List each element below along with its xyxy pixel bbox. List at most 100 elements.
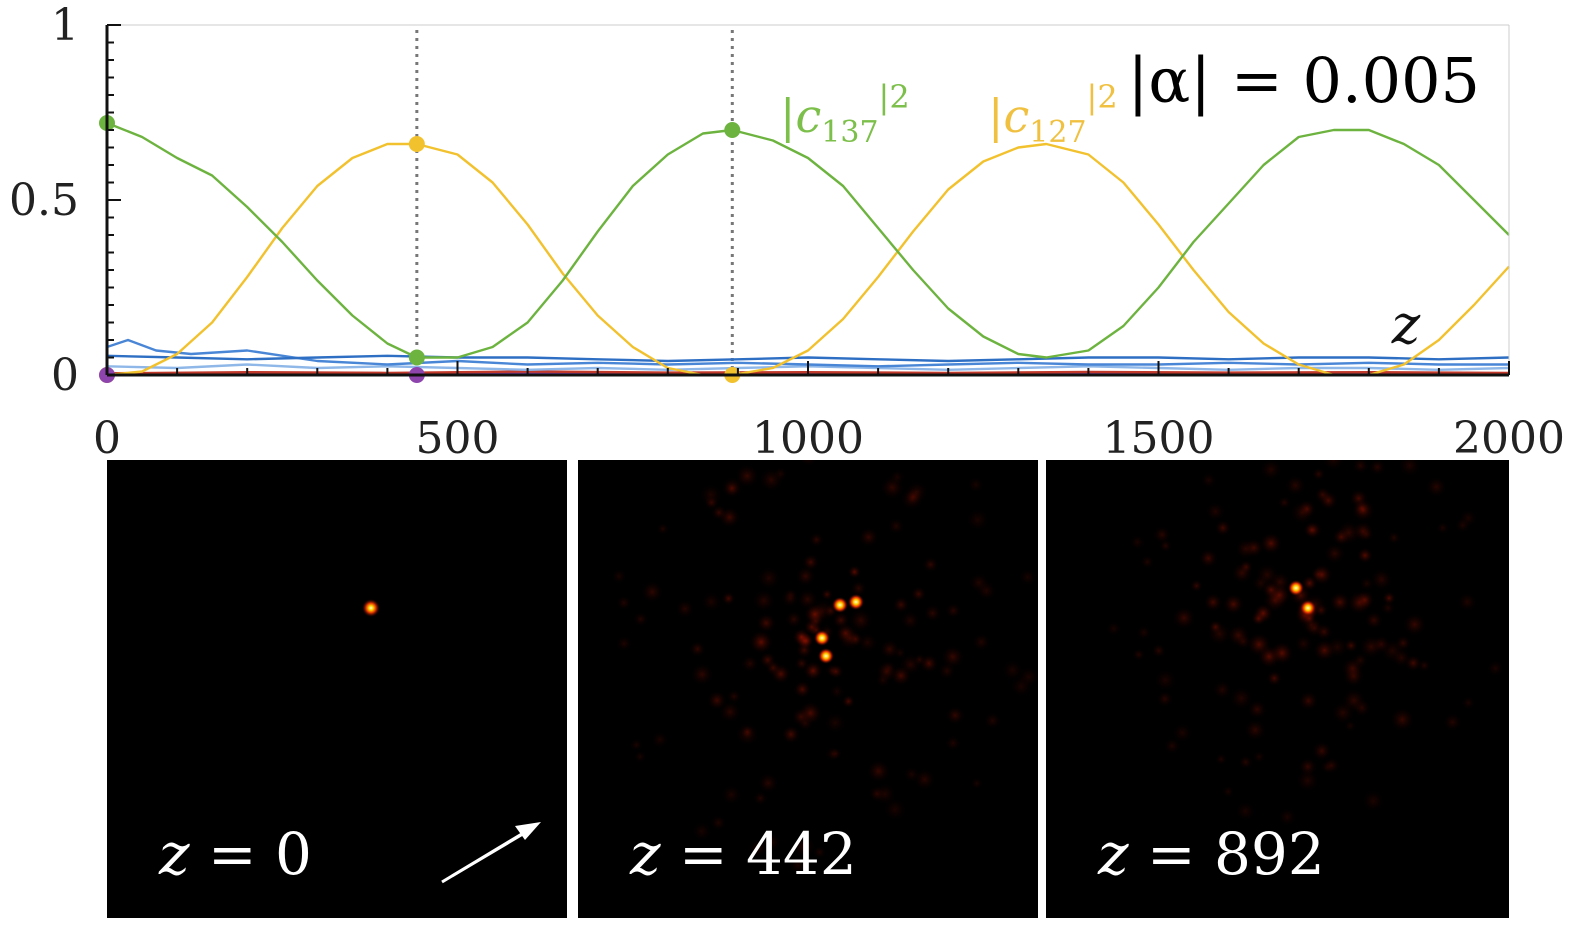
speckle [809,532,824,547]
speckle [707,690,727,711]
data-point [724,122,741,138]
speckle [1319,491,1338,510]
intensity-panel-2: z = 442 [578,460,1038,918]
bright-spot [814,630,830,646]
x-tick-label: 0 [93,413,121,460]
speckle [1311,467,1326,481]
speckle [1153,525,1171,544]
bright-spot [832,597,848,613]
speckle [794,656,809,671]
speckle [1311,567,1326,582]
speckle [1398,460,1421,477]
speckle [641,580,664,603]
speckle [1436,521,1450,535]
speckle [753,791,768,806]
speckle [970,777,984,790]
speckle [1270,641,1294,665]
speckle [789,856,807,875]
speckle [792,628,811,646]
speckle [748,838,768,858]
x-tick-label: 1000 [752,413,864,460]
speckle [850,580,867,597]
speckle [1198,548,1218,568]
speckle [849,608,873,633]
speckle [913,768,936,791]
speckle [813,845,827,859]
speckle [1172,722,1193,744]
speckle [1326,636,1349,659]
intensity-panel-3: z = 892 [1046,460,1509,918]
speckle [945,602,962,619]
speckle [1105,620,1122,637]
speckle [756,613,776,633]
speckle [1454,517,1471,533]
speckle [1370,568,1393,591]
marker-points [99,115,741,383]
speckle [1359,635,1383,659]
series-line [106,338,1509,368]
speckle [1298,500,1316,518]
speckle [841,694,855,708]
speckle [1315,623,1333,641]
speckle [1208,620,1223,634]
speckle [1235,800,1256,822]
speckle [1332,528,1350,546]
y-tick-label: 0 [51,350,79,401]
data-point [408,349,425,366]
speckle [1361,789,1385,813]
speckle [965,508,990,532]
speckle [1323,757,1340,774]
arrow-icon [441,822,541,884]
speckle [1324,543,1346,565]
speckle [1380,600,1396,616]
speckle [656,522,670,536]
speckle [835,623,856,643]
speckle [1457,592,1478,612]
speckle [615,635,633,652]
speckle [721,591,736,606]
speckle [752,589,776,613]
axes: 0 0.5 1 0 500 1000 1500 2000 [9,0,1565,460]
speckle [1329,592,1351,613]
speckle [1395,635,1412,652]
speckle [923,604,942,623]
speckle [1433,460,1440,461]
speckle [910,586,927,602]
speckle [741,654,759,673]
series-labels: z |α| = 0.005 |c137|2 |c127|2 [780,44,1480,356]
speckle [1341,657,1364,680]
intensity-map-2 [611,460,1038,875]
speckle [810,599,835,623]
speckle [1284,474,1306,496]
speckle [1303,522,1320,538]
speckle [735,464,759,488]
speckle [1403,613,1427,636]
speckle [983,712,1002,730]
speckle [922,556,939,573]
reference-lines [415,30,734,375]
speckle [795,566,816,587]
speckle [941,645,965,669]
speckle [757,566,781,590]
speckle [1417,659,1431,672]
speckle [1247,632,1271,657]
speckle [781,725,801,744]
speckle [820,588,834,601]
speckle [1425,476,1447,498]
bright-spot [848,594,864,610]
intensity-panel-1: z = 0 [107,460,567,918]
speckle [1017,666,1038,688]
speckle [1229,686,1253,710]
speckle [785,610,803,628]
speckle [700,591,722,613]
speckle [757,772,779,794]
speckle [1163,737,1181,755]
speckle [1368,460,1386,476]
speckle [824,711,847,734]
x-tick-label: 1500 [1103,413,1215,460]
speckle [976,580,997,601]
speckle [1132,648,1146,661]
intensity-map-1 [362,599,541,884]
speckle [1238,755,1253,770]
speckle [829,683,845,700]
